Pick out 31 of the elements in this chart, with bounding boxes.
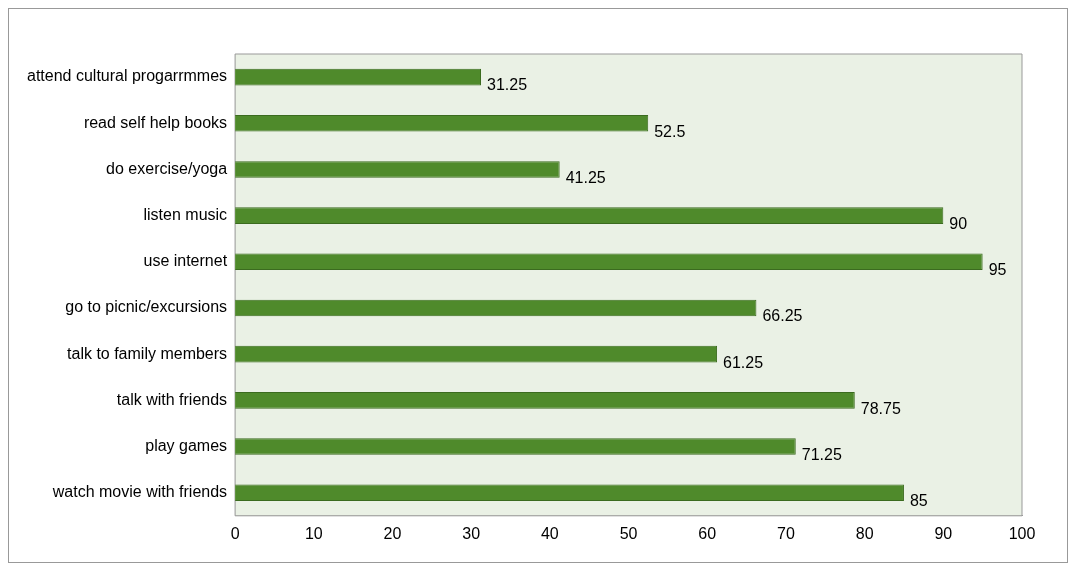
x-tick-label: 30 — [462, 524, 481, 542]
y-tick-label: use internet — [143, 252, 228, 270]
x-tick-label: 50 — [619, 524, 638, 542]
data-label: 41.25 — [565, 168, 606, 186]
data-label: 66.25 — [762, 307, 803, 325]
data-label: 61.25 — [723, 353, 764, 371]
y-tick-label: listen music — [143, 206, 228, 224]
data-label: 31.25 — [487, 76, 528, 94]
x-tick-label: 20 — [383, 524, 402, 542]
y-tick-label: attend cultural progarrmmes — [26, 67, 228, 85]
y-tick-label: talk with friends — [116, 390, 228, 408]
y-tick-label: read self help books — [83, 113, 228, 131]
x-tick-label: 90 — [934, 524, 953, 542]
x-tick-label: 80 — [855, 524, 874, 542]
data-label: 90 — [949, 215, 968, 233]
data-label: 95 — [988, 261, 1007, 279]
y-tick-label: go to picnic/excursions — [65, 298, 228, 316]
y-tick-label: talk to family members — [67, 344, 228, 362]
data-label: 52.5 — [654, 122, 686, 140]
data-label: 71.25 — [801, 445, 842, 463]
y-tick-label: watch movie with friends — [51, 483, 228, 501]
x-tick-label: 0 — [230, 524, 240, 542]
x-tick-label: 60 — [698, 524, 717, 542]
data-label: 85 — [909, 492, 928, 510]
x-tick-label: 10 — [304, 524, 323, 542]
y-tick-label: play games — [145, 436, 228, 454]
x-tick-label: 40 — [540, 524, 559, 542]
x-tick-label: 70 — [777, 524, 795, 542]
x-tick-label: 100 — [1008, 524, 1036, 542]
y-tick-label: do exercise/yoga — [106, 159, 228, 177]
data-label: 78.75 — [860, 399, 901, 417]
